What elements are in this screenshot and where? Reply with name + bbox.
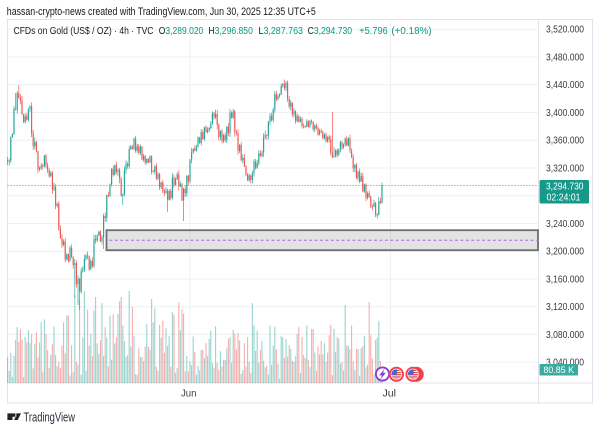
svg-text:3,294.730: 3,294.730 <box>546 182 584 193</box>
svg-text:H3,296.850: H3,296.850 <box>208 26 253 37</box>
svg-text:(+0.18%): (+0.18%) <box>391 26 431 37</box>
svg-text:O3,289.020: O3,289.020 <box>159 26 204 37</box>
svg-text:L3,287.763: L3,287.763 <box>259 26 304 37</box>
svg-text:3,480.000: 3,480.000 <box>546 52 584 63</box>
svg-text:3,320.000: 3,320.000 <box>546 163 584 174</box>
svg-text:80.85 K: 80.85 K <box>544 365 575 375</box>
svg-text:3,200.000: 3,200.000 <box>546 247 584 258</box>
svg-text:3,400.000: 3,400.000 <box>546 108 584 119</box>
svg-text:3,040.000: 3,040.000 <box>546 358 584 369</box>
svg-text:+5.796: +5.796 <box>359 26 388 37</box>
svg-text:Jun: Jun <box>181 389 197 400</box>
svg-text:C3,294.730: C3,294.730 <box>308 26 353 37</box>
svg-text:02:24:01: 02:24:01 <box>547 192 581 203</box>
svg-text:3,520.000: 3,520.000 <box>546 25 584 36</box>
svg-text:3,360.000: 3,360.000 <box>546 136 584 147</box>
svg-text:Jul: Jul <box>383 389 397 400</box>
svg-text:TradingView: TradingView <box>24 410 76 424</box>
svg-text:3,440.000: 3,440.000 <box>546 80 584 91</box>
svg-text:3,240.000: 3,240.000 <box>546 219 584 230</box>
svg-text:CFDs on Gold (US$ / OZ) · 4h ·: CFDs on Gold (US$ / OZ) · 4h · TVC <box>14 26 154 37</box>
svg-text:3,160.000: 3,160.000 <box>546 274 584 285</box>
svg-text:hassan-crypto-news created wit: hassan-crypto-news created with TradingV… <box>7 6 316 18</box>
svg-text:3,120.000: 3,120.000 <box>546 302 584 313</box>
svg-text:3,080.000: 3,080.000 <box>546 330 584 341</box>
